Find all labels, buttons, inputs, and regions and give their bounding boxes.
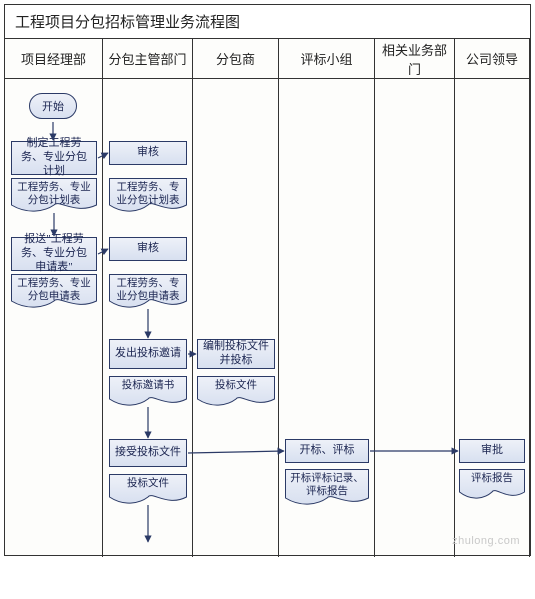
- doc-d4: 工程劳务、专业分包申请表: [109, 274, 187, 306]
- node-n8: 开标、评标: [285, 439, 369, 463]
- node-n6: 编制投标文件并投标: [197, 339, 275, 369]
- lane-eval: 评标小组开标、评标 开标评标记录、评标报告: [279, 39, 375, 557]
- node-n5: 发出投标邀请: [109, 339, 187, 369]
- lane-pm: 项目经理部开始制定工程劳务、专业分包计划 工程劳务、专业分包计划表报送"工程劳务…: [5, 39, 103, 557]
- lane-header-lead: 公司领导: [455, 39, 529, 79]
- doc-d8: 开标评标记录、评标报告: [285, 469, 369, 503]
- lane-biz: 相关业务部门: [375, 39, 455, 557]
- node-n9: 审批: [459, 439, 525, 463]
- lane-body-pm: 开始制定工程劳务、专业分包计划 工程劳务、专业分包计划表报送"工程劳务、专业分包…: [5, 79, 102, 557]
- lane-lead: 公司领导审批 评标报告: [455, 39, 530, 557]
- lane-header-eval: 评标小组: [279, 39, 374, 79]
- lane-body-sub: 审核 工程劳务、专业分包计划表审核 工程劳务、专业分包申请表发出投标邀请 投标邀…: [103, 79, 192, 557]
- lane-vend: 分包商编制投标文件并投标 投标文件: [193, 39, 279, 557]
- node-n3: 报送"工程劳务、专业分包申请表": [11, 237, 97, 271]
- node-n4: 审核: [109, 237, 187, 261]
- diagram-title: 工程项目分包招标管理业务流程图: [5, 5, 530, 39]
- node-n7: 接受投标文件: [109, 439, 187, 467]
- doc-d2: 工程劳务、专业分包计划表: [109, 178, 187, 210]
- lane-sub: 分包主管部门审核 工程劳务、专业分包计划表审核 工程劳务、专业分包申请表发出投标…: [103, 39, 193, 557]
- watermark: zhulong.com: [452, 535, 520, 547]
- lane-body-eval: 开标、评标 开标评标记录、评标报告: [279, 79, 374, 557]
- doc-d1: 工程劳务、专业分包计划表: [11, 178, 97, 210]
- node-n2: 审核: [109, 141, 187, 165]
- diagram-frame: 工程项目分包招标管理业务流程图 项目经理部开始制定工程劳务、专业分包计划 工程劳…: [4, 4, 531, 556]
- doc-d6: 投标文件: [197, 376, 275, 404]
- lane-header-pm: 项目经理部: [5, 39, 102, 79]
- node-start: 开始: [29, 93, 77, 119]
- lane-body-vend: 编制投标文件并投标 投标文件: [193, 79, 278, 557]
- lane-header-vend: 分包商: [193, 39, 278, 79]
- lane-header-sub: 分包主管部门: [103, 39, 192, 79]
- doc-d7: 投标文件: [109, 474, 187, 502]
- doc-d3: 工程劳务、专业分包申请表: [11, 274, 97, 306]
- lane-body-lead: 审批 评标报告: [455, 79, 529, 557]
- doc-d5: 投标邀请书: [109, 376, 187, 404]
- lane-header-biz: 相关业务部门: [375, 39, 454, 79]
- doc-d9: 评标报告: [459, 469, 525, 497]
- swimlane-container: 项目经理部开始制定工程劳务、专业分包计划 工程劳务、专业分包计划表报送"工程劳务…: [5, 39, 530, 557]
- node-n1: 制定工程劳务、专业分包计划: [11, 141, 97, 175]
- lane-body-biz: [375, 79, 454, 557]
